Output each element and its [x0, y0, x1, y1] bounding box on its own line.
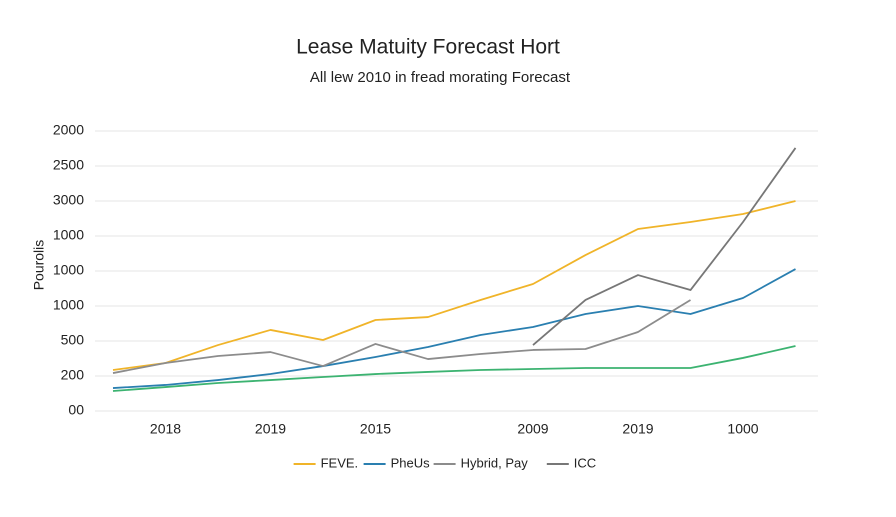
series-line — [112, 200, 796, 371]
series-line — [532, 147, 797, 346]
series-line — [112, 345, 796, 392]
legend-label: ICC — [574, 455, 596, 470]
y-tick-label: 200 — [61, 367, 85, 383]
series-line — [112, 268, 796, 389]
y-tick-label: 1000 — [53, 227, 84, 243]
x-tick-label: 1000 — [727, 421, 758, 437]
x-tick-label: 2015 — [360, 421, 391, 437]
chart-title: Lease Matuity Forecast Hort — [296, 36, 560, 59]
y-tick-label: 00 — [68, 402, 84, 418]
x-tick-label: 2019 — [255, 421, 286, 437]
series-line — [112, 299, 691, 374]
x-tick-label: 2009 — [517, 421, 548, 437]
legend-label: Hybrid, Pay — [461, 455, 529, 470]
legend-label: FEVE. — [321, 455, 359, 470]
y-tick-label: 3000 — [53, 192, 84, 208]
x-tick-label: 2019 — [622, 421, 653, 437]
y-axis-label: Pourolis — [31, 240, 47, 291]
legend-label: PheUs — [391, 455, 431, 470]
y-tick-label: 2500 — [53, 157, 84, 173]
x-tick-label: 2018 — [150, 421, 181, 437]
y-tick-label: 2000 — [53, 122, 84, 138]
chart-subtitle: All lew 2010 in fread morating Forecast — [310, 69, 571, 86]
y-tick-label: 500 — [61, 332, 85, 348]
y-tick-label: 1000 — [53, 262, 84, 278]
y-tick-label: 1000 — [53, 297, 84, 313]
